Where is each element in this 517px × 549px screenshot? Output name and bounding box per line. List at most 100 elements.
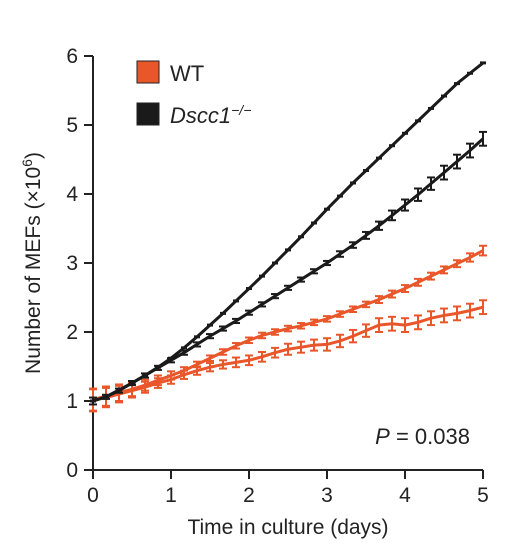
- error-bar: [336, 333, 345, 349]
- x-tick-label: 2: [243, 484, 255, 507]
- error-bar: [231, 317, 240, 325]
- error-bar: [348, 328, 357, 344]
- error-bar: [284, 324, 292, 333]
- x-tick-label: 4: [399, 484, 411, 507]
- x-tick-label: 1: [165, 484, 177, 507]
- p-value-number: = 0.038: [390, 424, 470, 449]
- error-bar: [375, 317, 384, 333]
- error-bar: [401, 198, 409, 212]
- error-bar: [401, 317, 409, 333]
- y-axis-title-main: Number of MEFs (×10: [22, 167, 45, 374]
- error-bar: [270, 346, 279, 359]
- error-bar: [336, 310, 345, 318]
- y-axis-title-exponent: 6: [19, 159, 35, 167]
- error-bar: [440, 265, 448, 275]
- series-wt-1: [89, 299, 487, 413]
- error-bar: [375, 295, 384, 305]
- error-bar: [297, 340, 306, 354]
- error-bar: [387, 289, 396, 299]
- error-bar: [297, 276, 306, 283]
- p-value-annotation: P = 0.038: [375, 424, 470, 449]
- error-bar: [114, 387, 123, 394]
- error-bar: [465, 252, 474, 263]
- error-bar: [206, 333, 214, 340]
- error-bar: [284, 284, 292, 291]
- x-tick-label: 0: [87, 484, 99, 507]
- error-bar: [231, 342, 240, 350]
- error-bar: [440, 307, 448, 324]
- error-bar: [141, 372, 150, 379]
- p-value-symbol: P: [375, 424, 390, 449]
- error-bar: [453, 259, 462, 269]
- error-bar: [206, 362, 214, 373]
- error-bar: [479, 299, 487, 316]
- y-tick-label: 6: [66, 45, 78, 68]
- error-bar: [348, 241, 357, 249]
- error-bar: [375, 220, 384, 231]
- error-bar: [192, 341, 201, 348]
- y-tick-label: 1: [66, 390, 78, 413]
- legend-label-wt: WT: [170, 61, 204, 86]
- error-bar: [219, 348, 228, 356]
- error-bar: [348, 305, 357, 313]
- legend-label-dscc1: Dscc1−/−: [170, 102, 251, 128]
- error-bar: [245, 354, 253, 367]
- error-bar: [387, 315, 396, 332]
- error-bar: [297, 322, 306, 330]
- error-bar: [414, 277, 423, 287]
- error-bar: [167, 357, 175, 364]
- series-layer: [89, 61, 487, 413]
- error-bar: [219, 359, 228, 370]
- legend-swatch-wt: [136, 60, 160, 84]
- error-bar: [453, 305, 462, 322]
- error-bar: [284, 342, 292, 356]
- error-bar: [426, 176, 435, 191]
- error-bar: [231, 356, 240, 369]
- error-bar: [323, 337, 331, 352]
- error-bar: [167, 374, 175, 385]
- error-bar: [453, 153, 462, 170]
- error-bar: [180, 349, 189, 356]
- error-bar: [89, 396, 97, 406]
- error-bar: [309, 318, 318, 327]
- error-bar: [401, 284, 409, 293]
- error-bar: [141, 380, 150, 394]
- y-tick-label: 3: [66, 252, 78, 275]
- error-bar: [323, 259, 331, 267]
- error-bar: [387, 209, 396, 222]
- error-bar: [336, 250, 345, 258]
- error-bar: [362, 300, 370, 309]
- x-ticks: 0 1 2 3 4 5: [87, 470, 489, 507]
- y-axis-title-suffix: ): [22, 152, 45, 159]
- error-bar: [219, 325, 228, 332]
- error-bar: [323, 315, 331, 323]
- y-ticks: 0 1 2 3 4 5 6: [66, 45, 93, 482]
- error-bar: [128, 379, 136, 387]
- error-bar: [258, 351, 267, 363]
- error-bar: [180, 369, 189, 380]
- error-bar: [245, 336, 253, 345]
- y-tick-label: 2: [66, 321, 78, 344]
- y-tick-label: 4: [66, 183, 78, 206]
- error-bar: [479, 244, 487, 257]
- error-bar: [465, 142, 474, 159]
- error-bar: [426, 310, 435, 327]
- error-bar: [426, 271, 435, 281]
- y-tick-label: 0: [66, 459, 78, 482]
- error-bar: [258, 331, 267, 340]
- error-bar: [245, 309, 253, 316]
- error-bar: [479, 130, 487, 147]
- error-bar: [414, 187, 423, 202]
- error-bar: [153, 377, 162, 389]
- x-tick-label: 5: [477, 484, 489, 507]
- error-bar: [270, 293, 279, 300]
- error-bar: [309, 338, 318, 352]
- error-bar: [258, 301, 267, 308]
- error-bar: [465, 302, 474, 319]
- error-bar: [206, 354, 214, 362]
- error-bar: [192, 365, 201, 376]
- series-dscc1-3: [89, 130, 487, 406]
- error-bar: [309, 268, 318, 275]
- legend: WT Dscc1−/−: [136, 60, 251, 128]
